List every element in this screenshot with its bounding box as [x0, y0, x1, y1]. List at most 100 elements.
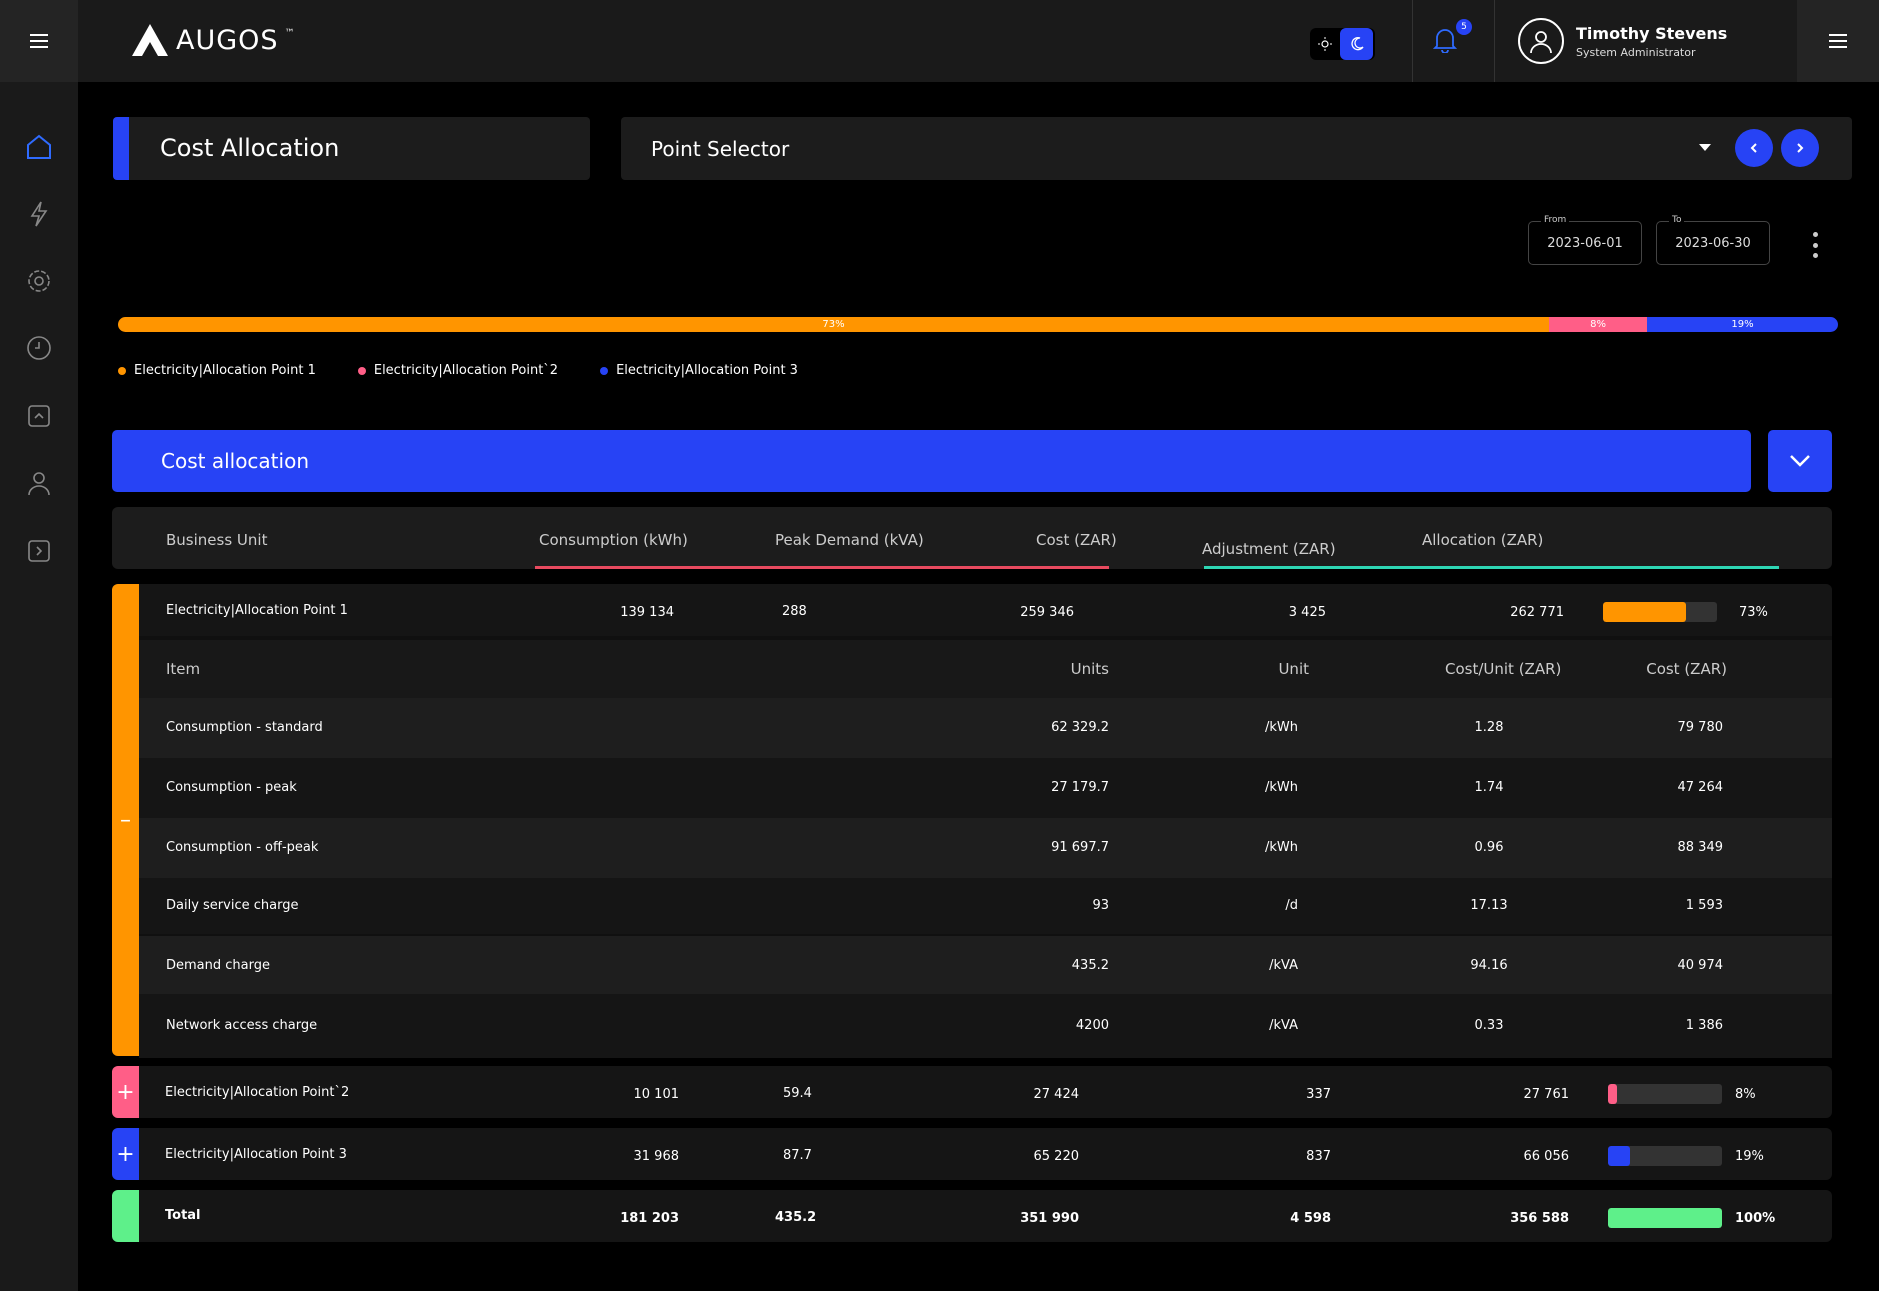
gear-icon[interactable] — [24, 266, 54, 296]
column-item-cost: Cost (ZAR) — [1646, 660, 1727, 678]
item-unit: /kWh — [1264, 780, 1298, 795]
detail-row: Daily service charge 93/d 17.13 1 593 — [139, 878, 1832, 934]
share-bar-fill — [1608, 1146, 1630, 1166]
column-cost-per-unit: Cost/Unit (ZAR) — [1445, 660, 1562, 678]
peak-demand-value: 59.4 — [783, 1086, 812, 1101]
expand-row-icon[interactable]: + — [112, 1128, 139, 1180]
detail-table-header: Item Units Unit Cost/Unit (ZAR) Cost (ZA… — [139, 640, 1832, 698]
column-peak-demand[interactable]: Peak Demand (kVA) — [775, 531, 924, 549]
menu-icon[interactable] — [1797, 0, 1879, 82]
allocation-percent: 73% — [1739, 605, 1768, 620]
item-name: Consumption - peak — [166, 780, 297, 795]
allocation-share-bar — [1608, 1084, 1722, 1104]
point-selector[interactable]: Point Selector — [621, 117, 1852, 180]
item-unit: /kVA — [1269, 958, 1298, 973]
distribution-segment[interactable]: 19% — [1647, 317, 1838, 332]
table-row[interactable]: + Electricity|Allocation Point`2 10 101 … — [112, 1066, 1832, 1118]
theme-toggle[interactable] — [1310, 28, 1375, 60]
legend-dot — [600, 366, 609, 375]
item-units: 93 — [1092, 898, 1109, 913]
title-accent — [113, 117, 129, 180]
detail-row: Consumption - standard 62 329.2/kWh 1.28 79… — [139, 698, 1832, 758]
column-allocation[interactable]: Allocation (ZAR) — [1422, 531, 1544, 549]
collapse-row-icon[interactable]: – — [112, 584, 139, 1056]
legend-item[interactable]: Electricity|Allocation Point 1 — [118, 363, 316, 378]
item-unit: /kWh — [1264, 720, 1298, 735]
more-options-icon[interactable] — [1810, 230, 1820, 260]
augos-logo-icon — [132, 24, 168, 56]
legend-item[interactable]: Electricity|Allocation Point 3 — [600, 363, 798, 378]
total-accent — [112, 1190, 139, 1242]
lightning-icon[interactable] — [24, 199, 54, 229]
chevron-right-icon — [1797, 143, 1804, 153]
logo-trademark: ™ — [284, 27, 295, 39]
legend-label: Electricity|Allocation Point`2 — [373, 363, 559, 378]
total-label: Total — [165, 1208, 201, 1223]
cost-allocation-header[interactable]: Cost allocation — [112, 430, 1751, 492]
cost-value: 259 346 — [1020, 605, 1074, 620]
total-allocation: 356 588 — [1510, 1211, 1569, 1226]
total-peak-demand: 435.2 — [775, 1210, 817, 1225]
expand-row-icon[interactable]: + — [112, 1066, 139, 1118]
column-units: Units — [1070, 660, 1109, 678]
column-consumption[interactable]: Consumption (kWh) — [539, 531, 688, 549]
column-business-unit[interactable]: Business Unit — [166, 531, 268, 549]
previous-point-button[interactable] — [1735, 129, 1773, 167]
item-name: Consumption - standard — [166, 720, 323, 735]
item-units: 27 179.7 — [1051, 780, 1109, 795]
date-to-label: To — [1669, 215, 1685, 225]
user-name: Timothy Stevens — [1576, 23, 1728, 43]
peak-demand-value: 288 — [782, 604, 807, 619]
user-icon[interactable] — [24, 468, 54, 498]
item-cost: 1 386 — [1685, 1018, 1723, 1033]
sun-icon[interactable] — [1310, 28, 1340, 60]
item-unit: /kVA — [1269, 1018, 1298, 1033]
item-units: 62 329.2 — [1051, 720, 1109, 735]
share-bar-fill — [1603, 602, 1687, 622]
expand-right-icon[interactable] — [24, 536, 54, 566]
header-divider — [1494, 0, 1495, 82]
distribution-segment[interactable]: 73% — [118, 317, 1550, 332]
item-name: Demand charge — [166, 958, 270, 973]
moon-icon[interactable] — [1340, 28, 1373, 60]
table-row[interactable]: + Electricity|Allocation Point 3 31 968 … — [112, 1128, 1832, 1180]
collapse-up-icon[interactable] — [24, 401, 54, 431]
distribution-segment[interactable]: 8% — [1549, 317, 1648, 332]
allocation-value: 66 056 — [1523, 1149, 1570, 1164]
caret-down-icon[interactable] — [1699, 144, 1711, 151]
date-to-field[interactable]: To 2023-06-30 — [1656, 215, 1770, 265]
date-to-value: 2023-06-30 — [1675, 236, 1751, 251]
item-cost-per-unit: 1.74 — [1474, 780, 1504, 795]
date-from-field[interactable]: From 2023-06-01 — [1528, 215, 1642, 265]
item-cost-per-unit: 1.28 — [1474, 720, 1504, 735]
column-cost[interactable]: Cost (ZAR) — [1036, 531, 1117, 549]
item-cost-per-unit: 94.16 — [1470, 958, 1508, 973]
allocation-share-bar — [1603, 602, 1717, 622]
bell-icon[interactable] — [1432, 27, 1458, 57]
home-icon[interactable] — [24, 132, 54, 162]
app-logo[interactable]: AUGOS ™ — [130, 22, 295, 58]
total-consumption: 181 203 — [620, 1211, 679, 1226]
collapse-section-button[interactable] — [1768, 430, 1832, 492]
business-unit-name: Electricity|Allocation Point 3 — [165, 1147, 347, 1162]
item-cost-per-unit: 17.13 — [1470, 898, 1508, 913]
item-name: Daily service charge — [166, 898, 299, 913]
share-bar-fill — [1608, 1208, 1722, 1228]
clock-icon[interactable] — [24, 333, 54, 363]
item-cost: 88 349 — [1677, 840, 1724, 855]
page-title: Cost Allocation — [160, 134, 340, 162]
top-bar: AUGOS ™ 5 Timothy Stevens System Adminis… — [0, 0, 1879, 82]
user-menu[interactable]: Timothy Stevens System Administrator — [1518, 18, 1727, 64]
allocation-share-bar — [1608, 1146, 1722, 1166]
business-unit-name: Electricity|Allocation Point`2 — [165, 1085, 350, 1100]
cost-group-underline — [535, 566, 1109, 569]
column-adjustment[interactable]: Adjustment (ZAR) — [1202, 540, 1336, 558]
legend-dot — [118, 366, 126, 375]
legend-item[interactable]: Electricity|Allocation Point`2 — [357, 363, 559, 378]
next-point-button[interactable] — [1781, 129, 1819, 167]
row-summary — [139, 584, 1832, 636]
menu-icon[interactable] — [0, 0, 78, 82]
item-cost: 1 593 — [1685, 898, 1723, 913]
allocation-value: 27 761 — [1523, 1087, 1570, 1102]
business-unit-name: Electricity|Allocation Point 1 — [166, 603, 348, 618]
